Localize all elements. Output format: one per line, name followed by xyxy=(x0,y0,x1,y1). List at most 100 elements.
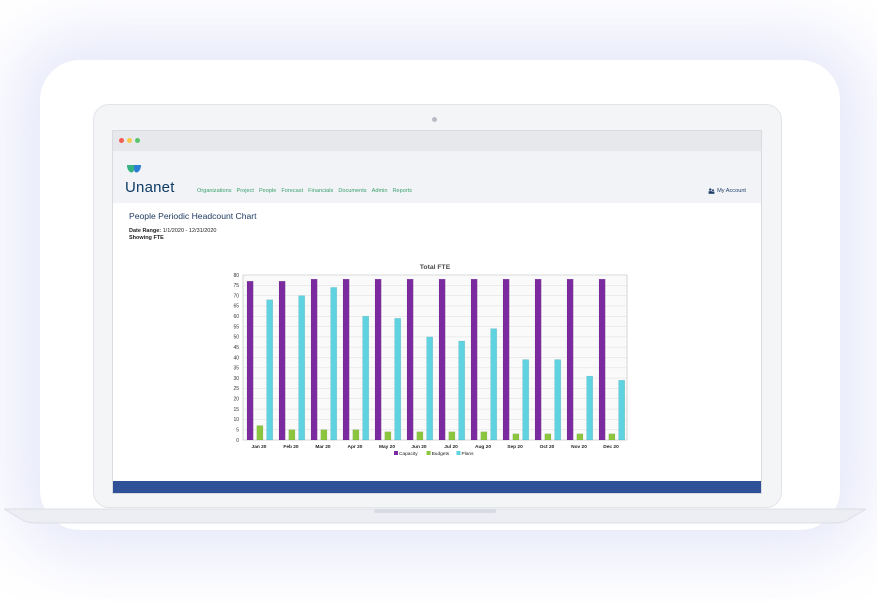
y-tick-label: 20 xyxy=(233,397,239,403)
x-tick-label: Apr 20 xyxy=(348,444,363,450)
nav-reports[interactable]: Reports xyxy=(392,188,413,194)
y-tick-label: 15 xyxy=(233,407,239,413)
bar-plans xyxy=(586,375,593,441)
legend-label-plans: Plans xyxy=(462,451,475,457)
y-tick-label: 5 xyxy=(236,427,239,433)
y-tick-label: 35 xyxy=(233,366,239,372)
close-window-icon[interactable] xyxy=(119,138,124,143)
y-tick-label: 60 xyxy=(233,314,239,320)
x-tick-label: Aug 20 xyxy=(475,444,491,450)
bar-budgets xyxy=(416,431,424,441)
camera-icon xyxy=(432,117,437,122)
bar-budgets xyxy=(544,433,552,441)
nav-organizations[interactable]: Organizations xyxy=(197,188,232,194)
y-tick-label: 10 xyxy=(233,417,239,423)
bar-capacity xyxy=(598,278,606,441)
bar-capacity xyxy=(470,278,478,441)
bar-budgets xyxy=(576,433,584,441)
bar-plans xyxy=(522,359,529,441)
chart-title: Total FTE xyxy=(420,264,451,271)
my-account-link[interactable]: My Account xyxy=(708,188,746,194)
bar-plans xyxy=(330,287,338,441)
bar-capacity xyxy=(310,278,318,441)
legend-label-budgets: Budgets xyxy=(432,451,450,457)
nav-project[interactable]: Project xyxy=(236,188,254,194)
y-tick-label: 65 xyxy=(233,304,239,310)
nav-people[interactable]: People xyxy=(258,188,277,194)
legend-swatch-budgets xyxy=(426,451,431,455)
y-tick-label: 0 xyxy=(236,438,239,444)
y-tick-label: 40 xyxy=(233,355,239,361)
bar-plans xyxy=(554,359,561,441)
bar-capacity xyxy=(374,278,382,441)
x-tick-label: Jan 20 xyxy=(252,444,267,450)
y-tick-label: 45 xyxy=(233,345,239,351)
page-title: People Periodic Headcount Chart xyxy=(129,211,257,221)
y-tick-label: 75 xyxy=(233,283,239,289)
y-tick-label: 50 xyxy=(233,335,239,341)
x-tick-label: Dec 20 xyxy=(603,444,619,450)
x-tick-label: Sep 20 xyxy=(507,444,523,450)
bar-plans xyxy=(426,336,434,441)
minimize-window-icon[interactable] xyxy=(127,138,132,143)
bar-budgets xyxy=(288,429,296,441)
bar-capacity xyxy=(438,278,446,441)
report-meta: Date Range: 1/1/2020 - 12/31/2020 Showin… xyxy=(129,228,216,242)
logo-text: Unanet xyxy=(125,179,175,196)
x-tick-label: Jun 20 xyxy=(411,444,427,450)
y-tick-label: 70 xyxy=(233,293,239,299)
nav-forecast[interactable]: Forecast xyxy=(281,188,304,194)
x-tick-label: May 20 xyxy=(379,444,395,450)
my-account-label: My Account xyxy=(717,188,746,194)
bar-budgets xyxy=(448,431,456,441)
nav-financials[interactable]: Financials xyxy=(308,188,334,194)
x-tick-label: Nov 20 xyxy=(571,444,587,450)
y-tick-label: 55 xyxy=(233,324,239,330)
bar-budgets xyxy=(256,425,264,441)
bar-budgets xyxy=(352,429,360,441)
bar-capacity xyxy=(278,280,286,441)
nav-documents[interactable]: Documents xyxy=(338,188,367,194)
bar-plans xyxy=(618,379,625,441)
bar-plans xyxy=(394,318,402,441)
bar-budgets xyxy=(320,429,328,441)
y-tick-label: 80 xyxy=(233,273,239,279)
app-header: Unanet Organizations Project People Fore… xyxy=(113,151,761,203)
date-range-label: Date Range: xyxy=(129,228,162,234)
maximize-window-icon[interactable] xyxy=(135,138,140,143)
bar-plans xyxy=(458,340,466,441)
x-tick-label: Jul 20 xyxy=(444,444,458,450)
browser-titlebar xyxy=(113,131,761,151)
y-tick-label: 25 xyxy=(233,386,239,392)
legend-label-capacity: Capacity xyxy=(399,451,418,457)
bar-plans xyxy=(266,299,274,441)
bar-capacity xyxy=(406,278,414,441)
user-icon xyxy=(708,188,715,194)
showing-label: Showing FTE xyxy=(129,235,164,241)
bar-plans xyxy=(362,316,370,441)
date-range-value: 1/1/2020 - 12/31/2020 xyxy=(162,228,217,234)
legend-swatch-plans xyxy=(456,451,461,455)
y-tick-label: 30 xyxy=(233,376,239,382)
bar-capacity xyxy=(342,278,350,441)
bar-capacity xyxy=(566,278,574,441)
bar-capacity xyxy=(246,280,254,441)
laptop-base xyxy=(2,505,868,525)
x-tick-label: Mar 20 xyxy=(315,444,331,450)
x-tick-label: Oct 20 xyxy=(540,444,555,450)
bar-plans xyxy=(490,328,498,441)
legend-swatch-capacity xyxy=(394,451,398,455)
bar-capacity xyxy=(534,278,542,441)
footer-bar xyxy=(113,481,761,493)
bar-budgets xyxy=(480,431,488,441)
nav-admin[interactable]: Admin xyxy=(371,188,388,194)
bar-plans xyxy=(298,295,306,441)
bar-budgets xyxy=(608,433,616,441)
x-tick-label: Feb 20 xyxy=(283,444,299,450)
bar-capacity xyxy=(502,278,510,441)
bar-budgets xyxy=(384,431,392,441)
bar-budgets xyxy=(512,433,520,441)
main-nav: Organizations Project People Forecast Fi… xyxy=(197,188,412,194)
unanet-logo-icon xyxy=(127,165,141,173)
